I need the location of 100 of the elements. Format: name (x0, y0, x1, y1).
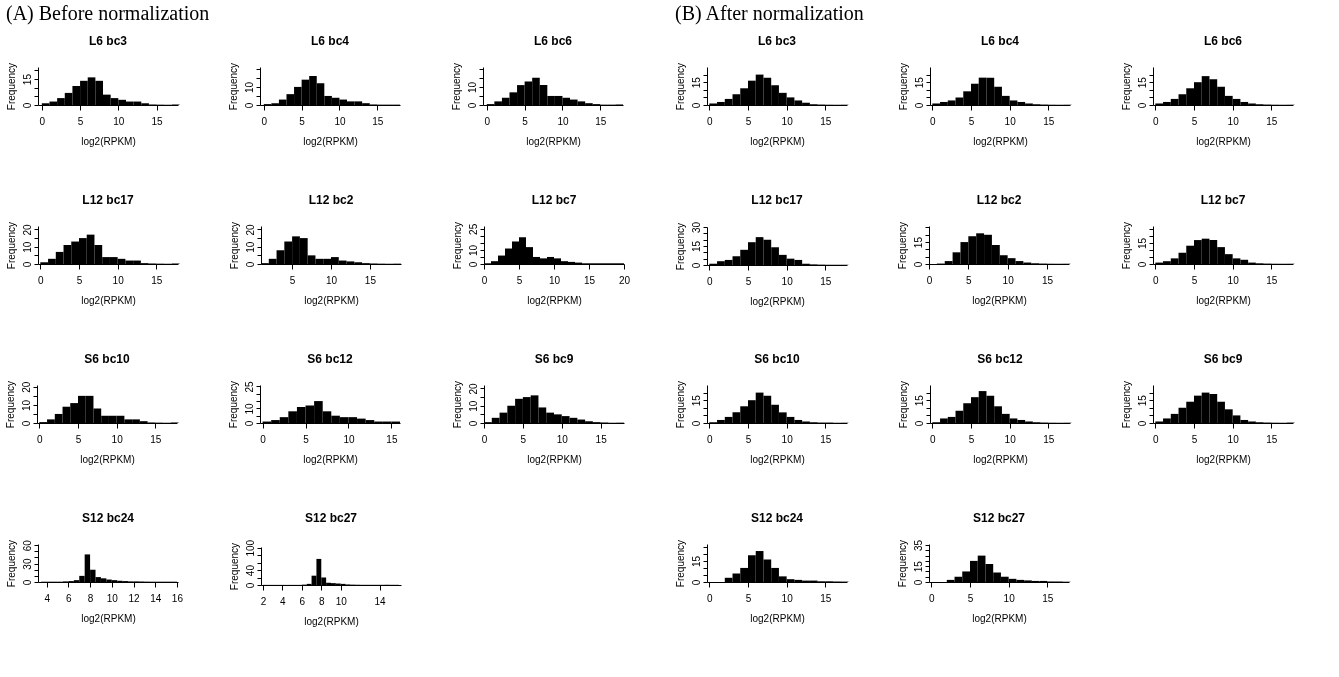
x-axis-title: log2(RPKM) (972, 294, 1027, 306)
y-axis-title: Frequency (5, 62, 17, 111)
chart-title: L12 bc7 (531, 193, 577, 208)
x-tick-label: 0 (481, 433, 488, 445)
chart-title: S12 bc24 (750, 511, 804, 526)
y-tick-label: 35 (912, 539, 924, 552)
y-tick-label: 15 (1136, 76, 1148, 89)
x-tick-label: 4 (280, 595, 287, 607)
chart-title: S6 bc12 (307, 352, 353, 367)
x-tick-label: 5 (968, 115, 975, 127)
x-axis-title: log2(RPKM) (526, 135, 581, 147)
x-tick-label: 0 (481, 274, 488, 286)
x-tick-label: 5 (966, 274, 973, 286)
x-tick-label: 6 (66, 592, 73, 604)
y-tick-label: 10 (243, 81, 255, 93)
x-tick-label: 15 (1042, 592, 1054, 604)
x-axis-title: log2(RPKM) (1196, 294, 1251, 306)
x-tick-label: 15 (151, 115, 164, 127)
x-tick-label: 0 (1153, 115, 1160, 127)
x-tick-label: 15 (595, 115, 607, 127)
x-tick-label: 2 (260, 595, 267, 607)
y-tick-label: 0 (690, 579, 702, 586)
x-tick-label: 15 (1266, 433, 1278, 445)
x-tick-label: 10 (113, 115, 125, 127)
x-tick-label: 14 (374, 595, 387, 607)
chart-title: L12 bc2 (308, 193, 354, 208)
x-axis-title: log2(RPKM) (81, 294, 136, 306)
y-tick-label: 40 (244, 564, 256, 577)
x-tick-label: 5 (520, 433, 527, 445)
y-tick-label: 15 (913, 76, 925, 89)
x-tick-label: 15 (820, 592, 832, 604)
y-tick-label: 0 (690, 420, 702, 427)
x-tick-label: 15 (150, 433, 162, 445)
y-tick-label: 0 (913, 420, 925, 427)
x-axis-title: log2(RPKM) (750, 295, 805, 307)
text: (B) After normalization (675, 2, 864, 25)
x-tick-label: 0 (484, 115, 491, 127)
y-axis-title: Frequency (896, 539, 908, 588)
x-tick-label: 10 (1003, 592, 1016, 604)
x-tick-label: 0 (1153, 433, 1160, 445)
x-tick-label: 5 (1191, 274, 1198, 286)
x-tick-label: 0 (926, 274, 933, 286)
x-tick-label: 0 (1153, 274, 1160, 286)
x-tick-label: 14 (150, 592, 162, 604)
y-tick-label: 0 (1136, 420, 1148, 427)
y-tick-label: 0 (690, 102, 702, 109)
chart-title: L6 bc3 (757, 34, 797, 49)
x-axis-title: log2(RPKM) (303, 453, 358, 465)
x-axis-title: log2(RPKM) (750, 612, 805, 624)
x-axis-title: log2(RPKM) (972, 612, 1027, 624)
chart-title: S6 bc10 (754, 352, 800, 367)
chart-title: S12 bc27 (972, 511, 1026, 526)
y-tick-label: 10 (466, 81, 478, 93)
chart-title: L12 bc2 (976, 193, 1022, 208)
y-tick-label: 15 (1136, 394, 1148, 407)
x-tick-label: 5 (745, 115, 752, 127)
x-tick-label: 5 (289, 274, 296, 286)
y-tick-label: 15 (690, 76, 702, 89)
x-tick-label: 15 (1043, 433, 1055, 445)
y-axis-title: Frequency (4, 380, 16, 429)
y-tick-label: 0 (912, 579, 924, 586)
x-axis-title: log2(RPKM) (1196, 135, 1251, 147)
x-tick-label: 10 (556, 433, 569, 445)
y-tick-label: 0 (912, 261, 924, 268)
y-tick-label: 0 (467, 261, 479, 268)
x-tick-label: 10 (1002, 274, 1015, 286)
y-tick-label: 0 (913, 102, 925, 109)
x-tick-label: 10 (1227, 274, 1240, 286)
x-axis-title: log2(RPKM) (973, 453, 1028, 465)
x-tick-label: 15 (372, 115, 384, 127)
y-tick-label: 20 (21, 223, 33, 236)
x-tick-label: 5 (516, 274, 523, 286)
x-tick-label: 0 (37, 433, 44, 445)
x-tick-label: 15 (820, 275, 832, 287)
x-tick-label: 10 (781, 115, 794, 127)
chart-title: L6 bc6 (533, 34, 573, 49)
y-tick-label: 0 (1136, 102, 1148, 109)
x-tick-label: 5 (1191, 433, 1198, 445)
text: (A) Before normalization (6, 2, 210, 25)
x-tick-label: 0 (930, 433, 937, 445)
x-tick-label: 10 (111, 433, 124, 445)
y-tick-label: 15 (690, 394, 702, 407)
x-tick-label: 10 (1227, 115, 1240, 127)
x-tick-label: 0 (707, 592, 714, 604)
y-tick-label: 15 (690, 240, 702, 253)
x-tick-label: 10 (334, 115, 346, 127)
x-tick-label: 10 (343, 433, 355, 445)
chart-title: S6 bc10 (84, 352, 130, 367)
x-tick-label: 10 (106, 592, 119, 604)
y-tick-label: 20 (20, 381, 32, 393)
x-tick-label: 0 (39, 115, 46, 127)
x-tick-label: 0 (929, 592, 936, 604)
y-tick-label: 0 (690, 262, 702, 269)
y-axis-title: Frequency (227, 62, 239, 111)
chart-title: L12 bc17 (751, 193, 803, 208)
y-tick-label: 10 (20, 399, 32, 411)
y-tick-label: 0 (466, 102, 478, 109)
x-tick-label: 15 (1043, 115, 1055, 127)
x-tick-label: 0 (707, 115, 714, 127)
y-axis-title: Frequency (897, 62, 909, 111)
